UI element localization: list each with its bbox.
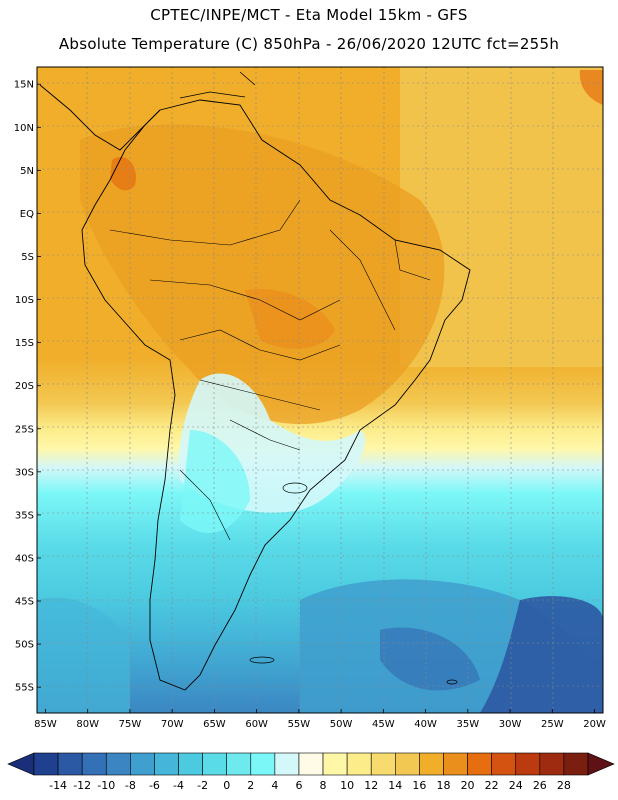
sw-ocean-region <box>37 597 130 713</box>
colorbar-box <box>298 752 324 776</box>
colorbar-label: 8 <box>320 779 327 792</box>
lat-tick-label: 10N <box>14 123 34 134</box>
lat-tick-label: 55S <box>15 683 34 694</box>
colorbar-label: -8 <box>125 779 136 792</box>
colorbar-box <box>563 752 589 776</box>
colorbar-high-arrow <box>587 752 615 776</box>
colorbar-box <box>346 752 372 776</box>
colorbar-label: -14 <box>49 779 67 792</box>
colorbar-box <box>274 752 300 776</box>
colorbar-label: 18 <box>436 779 450 792</box>
colorbar-box <box>202 752 227 776</box>
colorbar-label: 0 <box>223 779 230 792</box>
lon-tick-label: 85W <box>34 719 57 730</box>
colorbar-low-arrow <box>7 752 35 776</box>
axis-ticks: 15N 10N 5N EQ 5S 10S 15S 20S 25S 30S 35S 40S 45S 50S 5… <box>14 80 606 730</box>
warm-interior-region <box>80 124 445 425</box>
colorbar-label: 4 <box>271 779 278 792</box>
colorbar-label: -10 <box>97 779 115 792</box>
colorbar-box <box>57 752 83 776</box>
colorbar-box <box>250 752 276 776</box>
rio-de-la-plata <box>282 482 308 494</box>
colorbar-box <box>81 752 107 776</box>
colorbar-box <box>395 752 420 776</box>
colorbar-box <box>443 752 468 776</box>
colorbar-box <box>178 752 203 776</box>
colorbar-box <box>154 752 179 776</box>
graticule <box>37 67 603 713</box>
lon-tick-label: 65W <box>203 719 226 730</box>
colorbar-box <box>491 752 517 776</box>
colorbar-label: 12 <box>364 779 378 792</box>
colorbar-box <box>370 752 396 776</box>
colorbar-box <box>539 752 565 776</box>
colorbar-label: 20 <box>461 779 475 792</box>
andes-hot-spot <box>110 156 136 191</box>
colorbar-box <box>515 752 541 776</box>
cold-ocean-core <box>380 627 480 691</box>
lat-tick-label: 40S <box>15 553 34 564</box>
temperature-map: 15N 10N 5N EQ 5S 10S 15S 20S 25S 30S 35S 40S 45S 50S 5… <box>14 66 606 730</box>
cool-plains-region <box>180 430 250 534</box>
lat-tick-label: EQ <box>20 209 34 220</box>
colorbar-box <box>130 752 155 776</box>
lon-tick-label: 70W <box>161 719 184 730</box>
colorbar-box <box>105 752 131 776</box>
colorbar-label: 26 <box>533 779 547 792</box>
lat-tick-label: 50S <box>15 640 34 651</box>
lon-tick-label: 20W <box>583 719 606 730</box>
lat-tick-label: 15S <box>15 338 34 349</box>
central-america-coastline <box>39 84 161 151</box>
falkland-islands <box>249 656 275 664</box>
lat-tick-label: 5S <box>21 252 34 263</box>
lat-tick-label: 5N <box>20 166 34 177</box>
colorbar-box <box>33 752 59 776</box>
lat-tick-label: 10S <box>15 295 34 306</box>
colorbar-label: 6 <box>295 779 302 792</box>
lat-tick-label: 20S <box>15 381 34 392</box>
colorbar-box <box>419 752 444 776</box>
colorbar-boxes <box>7 752 615 776</box>
lon-tick-label: 60W <box>245 719 268 730</box>
lat-tick-label: 45S <box>15 597 34 608</box>
colorbar-box <box>226 752 252 776</box>
temperature-field <box>37 67 603 713</box>
lat-tick-label: 35S <box>15 510 34 521</box>
colorbar-label: 16 <box>412 779 426 792</box>
colorbar-box <box>467 752 492 776</box>
colorbar-label: 28 <box>557 779 571 792</box>
colorbar-label: -4 <box>173 779 184 792</box>
colorbar-label: 22 <box>485 779 499 792</box>
colorbar-labels: -14 -12 -10 -8 -6 -4 -2 0 2 4 6 8 10 12 14 16 18 20 22 24 26… <box>49 779 571 792</box>
colorbar-label: -12 <box>73 779 91 792</box>
lat-tick-label: 25S <box>15 424 34 435</box>
lat-tick-label: 30S <box>15 467 34 478</box>
ne-hot-spot <box>579 70 603 105</box>
lon-tick-label: 75W <box>119 719 142 730</box>
colorbar-label: -2 <box>197 779 208 792</box>
lon-tick-label: 45W <box>372 719 395 730</box>
lon-tick-label: 30W <box>499 719 522 730</box>
south-georgia-island <box>446 679 458 685</box>
colorbar-label: -6 <box>149 779 160 792</box>
lon-tick-label: 35W <box>457 719 480 730</box>
caribbean-coastline <box>179 71 256 99</box>
colorbar-label: 10 <box>340 779 354 792</box>
colorbar-box <box>322 752 348 776</box>
lon-tick-label: 25W <box>541 719 564 730</box>
title-line-1: CPTEC/INPE/MCT - Eta Model 15km - GFS <box>150 6 468 24</box>
colorbar-label: 14 <box>388 779 402 792</box>
lon-tick-label: 50W <box>330 719 353 730</box>
lon-tick-label: 80W <box>76 719 99 730</box>
lon-tick-label: 40W <box>414 719 437 730</box>
map-frame <box>36 66 604 714</box>
colorbar-label: 2 <box>247 779 254 792</box>
colorbar-label: 24 <box>509 779 523 792</box>
title-line-2: Absolute Temperature (C) 850hPa - 26/06/… <box>58 35 560 53</box>
colorbar: -14 -12 -10 -8 -6 -4 -2 0 2 4 6 8 10 12 14 16 18 20 22 24 26… <box>7 752 615 792</box>
lon-tick-label: 55W <box>288 719 311 730</box>
country-borders <box>109 199 431 541</box>
lat-tick-label: 15N <box>14 80 34 91</box>
